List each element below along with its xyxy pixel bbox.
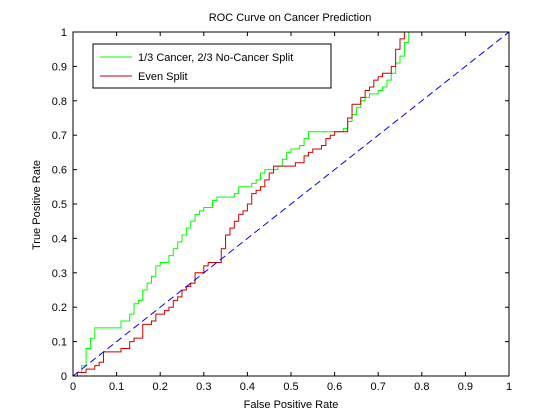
x-axis-title: False Positive Rate bbox=[244, 399, 339, 411]
y-tick-label: 0.5 bbox=[52, 199, 67, 211]
legend-label-series-2: Even Split bbox=[138, 71, 188, 83]
y-tick-label: 0.1 bbox=[52, 337, 67, 349]
series-line-2 bbox=[73, 32, 405, 377]
series-line-1 bbox=[73, 32, 410, 377]
x-tick-label: 1 bbox=[506, 381, 512, 393]
y-tick-label: 1 bbox=[61, 27, 67, 39]
x-tick-label: 0.5 bbox=[283, 381, 298, 393]
x-axis-ticks: 0 0.1 0.2 0.3 0.4 0.5 0.6 0.7 0.8 0.9 1 bbox=[70, 32, 512, 393]
y-tick-label: 0.8 bbox=[52, 96, 67, 108]
legend-box bbox=[92, 43, 332, 89]
reference-diagonal-line bbox=[72, 31, 510, 377]
x-tick-label: 0.9 bbox=[458, 381, 473, 393]
y-tick-label: 0.4 bbox=[52, 233, 67, 245]
legend-label-series-1: 1/3 Cancer, 2/3 No-Cancer Split bbox=[138, 52, 293, 64]
x-tick-label: 0 bbox=[70, 381, 76, 393]
y-tick-label: 0.6 bbox=[52, 165, 67, 177]
y-tick-label: 0.3 bbox=[52, 268, 67, 280]
x-tick-label: 0.8 bbox=[414, 381, 429, 393]
x-tick-label: 0.3 bbox=[196, 381, 211, 393]
x-tick-label: 0.7 bbox=[371, 381, 386, 393]
chart-title: ROC Curve on Cancer Prediction bbox=[209, 12, 372, 24]
x-tick-label: 0.6 bbox=[327, 381, 342, 393]
legend: 1/3 Cancer, 2/3 No-Cancer Split Even Spl… bbox=[92, 43, 332, 89]
y-tick-label: 0 bbox=[61, 371, 67, 383]
x-tick-label: 0.4 bbox=[240, 381, 255, 393]
x-tick-label: 0.1 bbox=[109, 381, 124, 393]
y-tick-label: 0.9 bbox=[52, 61, 67, 73]
y-tick-label: 0.7 bbox=[52, 130, 67, 142]
y-axis-title: True Positive Rate bbox=[31, 160, 43, 250]
x-tick-label: 0.2 bbox=[153, 381, 168, 393]
y-axis-ticks: 0 0.1 0.2 0.3 0.4 0.5 0.6 0.7 0.8 0.9 1 bbox=[52, 27, 509, 383]
series-layer bbox=[72, 31, 510, 377]
y-tick-label: 0.2 bbox=[52, 302, 67, 314]
